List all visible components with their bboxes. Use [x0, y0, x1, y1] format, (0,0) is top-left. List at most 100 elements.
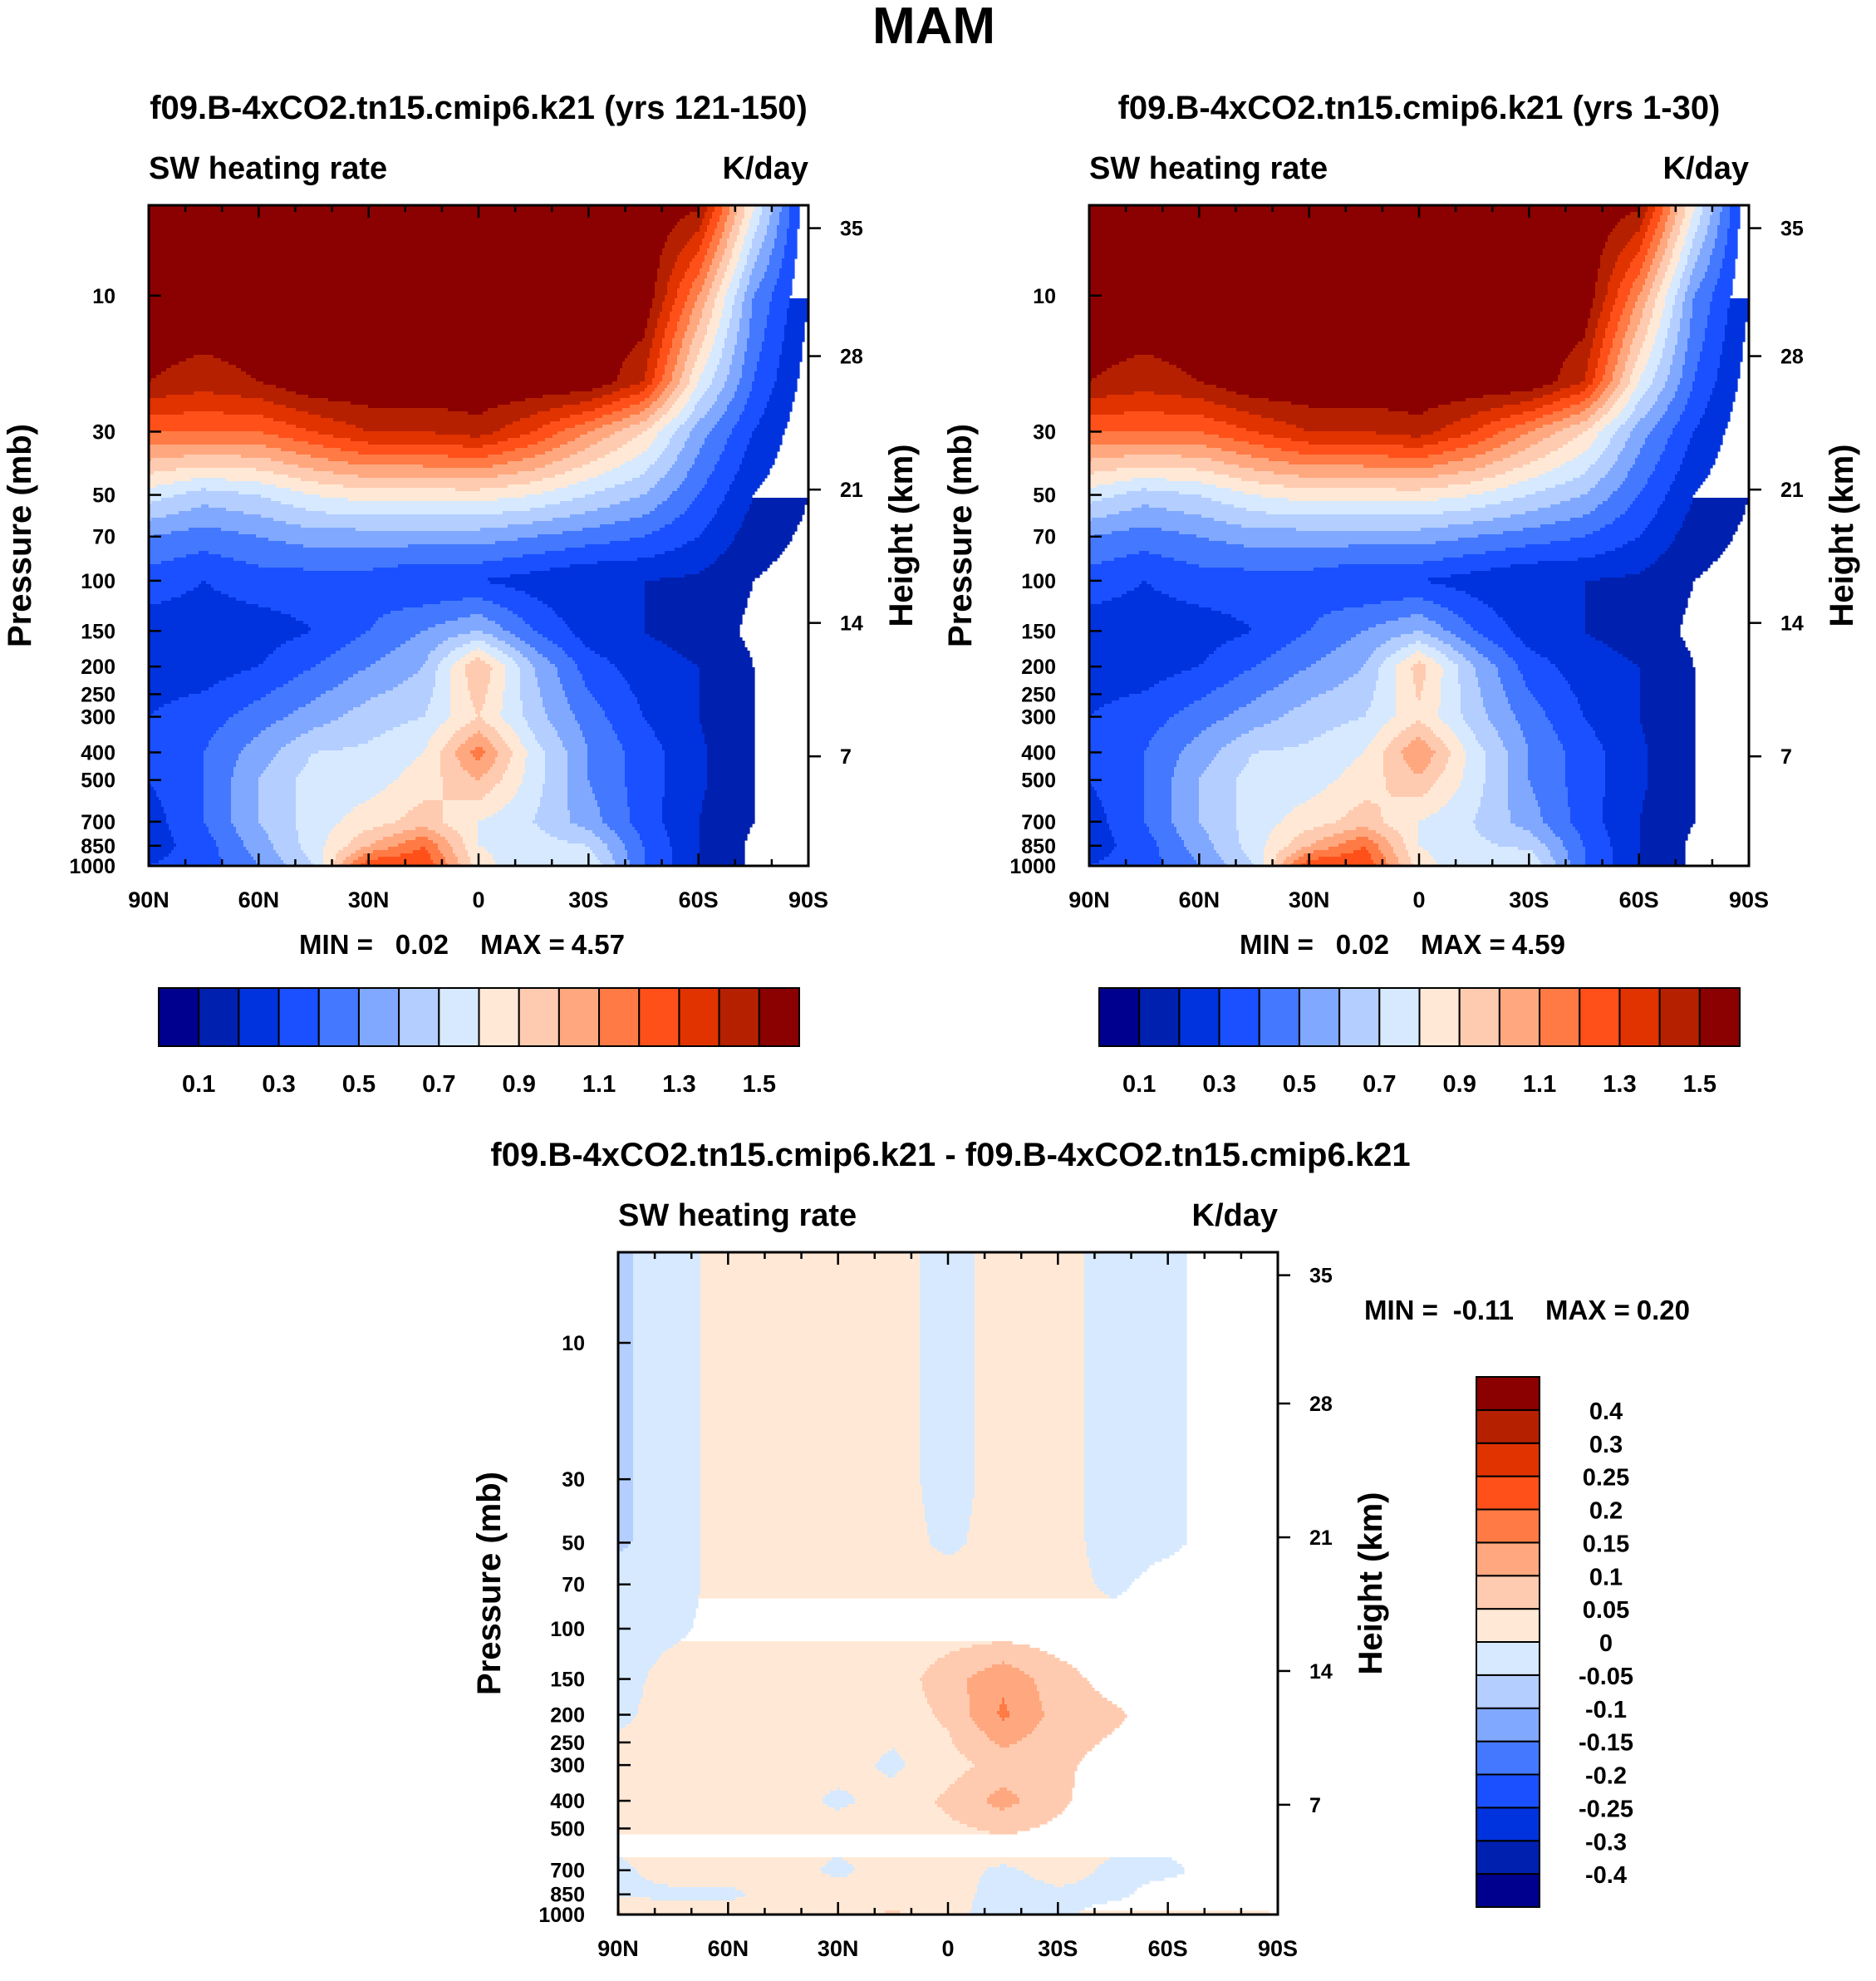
contour-cell	[1730, 219, 1741, 223]
contour-cell	[149, 381, 264, 386]
contour-cell	[278, 853, 307, 858]
contour-cell	[732, 229, 740, 233]
contour-cell	[1662, 258, 1671, 263]
colorbar-box	[198, 987, 240, 1047]
contour-cell	[657, 322, 668, 326]
contour-cell	[582, 674, 623, 678]
contour-cell	[732, 308, 743, 312]
contour-cell	[1672, 481, 1703, 485]
y-axis-right-title: Height (km)	[883, 445, 920, 627]
contour-cell	[540, 744, 563, 748]
contour-cell	[1690, 395, 1711, 399]
contour-cell	[490, 671, 506, 675]
contour-cell	[1710, 215, 1721, 219]
contour-cell	[463, 597, 484, 602]
contour-cell	[665, 388, 675, 392]
contour-cell	[363, 830, 404, 834]
contour-cell	[707, 295, 718, 299]
contour-cell	[640, 837, 670, 841]
contour-cell	[1650, 265, 1661, 269]
contour-cell	[209, 827, 237, 831]
contour-cell	[647, 428, 663, 432]
contour-cell	[1423, 770, 1444, 774]
contour-cell	[1122, 594, 1170, 598]
contour-cell	[1383, 774, 1441, 778]
contour-cell	[567, 624, 646, 628]
contour-cell	[1461, 637, 1489, 641]
contour-cell	[1558, 378, 1586, 382]
contour-cell	[1269, 398, 1466, 402]
contour-cell	[1456, 790, 1484, 794]
contour-cell	[1685, 405, 1708, 409]
contour-cell	[647, 491, 673, 495]
contour-cell	[1503, 684, 1526, 688]
contour-cell	[665, 328, 678, 332]
contour-cell	[660, 351, 670, 356]
contour-cell	[672, 338, 683, 342]
contour-cell	[149, 833, 172, 838]
contour-cell	[520, 681, 538, 685]
contour-cell	[764, 275, 780, 279]
contour-cell	[597, 700, 638, 705]
contour-cell	[732, 278, 740, 283]
contour-cell	[1493, 724, 1521, 728]
contour-cell	[448, 455, 489, 459]
contour-cell	[1722, 262, 1736, 266]
contour-cell	[747, 338, 765, 342]
contour-cell	[1700, 351, 1723, 356]
contour-cell	[695, 388, 708, 392]
contour-cell	[1570, 395, 1591, 399]
contour-cell	[595, 697, 638, 701]
contour-cell	[732, 252, 740, 256]
contour-cell	[560, 737, 586, 741]
panel-yrs-1-30: 90N 60N 30N 0 30S 60S 90S103050701001502002503…	[942, 90, 1860, 1098]
contour-cell	[1309, 441, 1439, 445]
contour-cell	[1700, 222, 1711, 226]
contour-cell	[149, 205, 700, 209]
contour-cell	[764, 332, 785, 336]
contour-cell	[258, 810, 297, 814]
contour-cell	[1396, 667, 1412, 671]
contour-cell	[308, 631, 366, 635]
contour-cell	[1286, 421, 1454, 425]
contour-cell	[777, 229, 788, 233]
contour-cell	[515, 587, 646, 592]
contour-cell	[465, 654, 491, 658]
contour-cell	[458, 617, 489, 622]
contour-cell	[680, 411, 693, 415]
contour-cell	[724, 445, 748, 449]
contour-cell	[662, 501, 693, 505]
contour-cell	[483, 561, 598, 565]
contour-cell	[1236, 784, 1329, 788]
contour-cell	[555, 474, 598, 479]
contour-cell	[1583, 431, 1599, 435]
contour-cell	[1246, 704, 1302, 708]
contour-cell	[1643, 285, 1653, 289]
contour-cell	[705, 338, 715, 342]
contour-cell	[1503, 740, 1526, 745]
contour-cell	[615, 730, 656, 735]
contour-cell	[1610, 494, 1638, 499]
contour-cell	[1648, 298, 1656, 302]
contour-cell	[1565, 770, 1606, 774]
contour-cell	[1381, 601, 1434, 605]
contour-cell	[1707, 232, 1718, 236]
contour-cell	[1580, 391, 1594, 396]
contour-cell	[1458, 787, 1484, 791]
contour-cell	[1274, 435, 1412, 439]
contour-cell	[1645, 365, 1658, 369]
contour-cell	[356, 425, 506, 429]
contour-cell	[1311, 664, 1364, 668]
contour-cell	[246, 601, 441, 605]
contour-cell	[545, 767, 568, 771]
contour-cell	[1610, 421, 1626, 425]
contour-cell	[1403, 597, 1424, 602]
contour-cell	[744, 361, 758, 366]
contour-cell	[468, 770, 489, 774]
contour-cell	[273, 518, 553, 522]
contour-cell	[1463, 554, 1596, 558]
contour-cell	[784, 325, 805, 329]
contour-cell	[435, 681, 451, 685]
contour-cell	[495, 757, 511, 761]
contour-cell	[1181, 395, 1250, 399]
